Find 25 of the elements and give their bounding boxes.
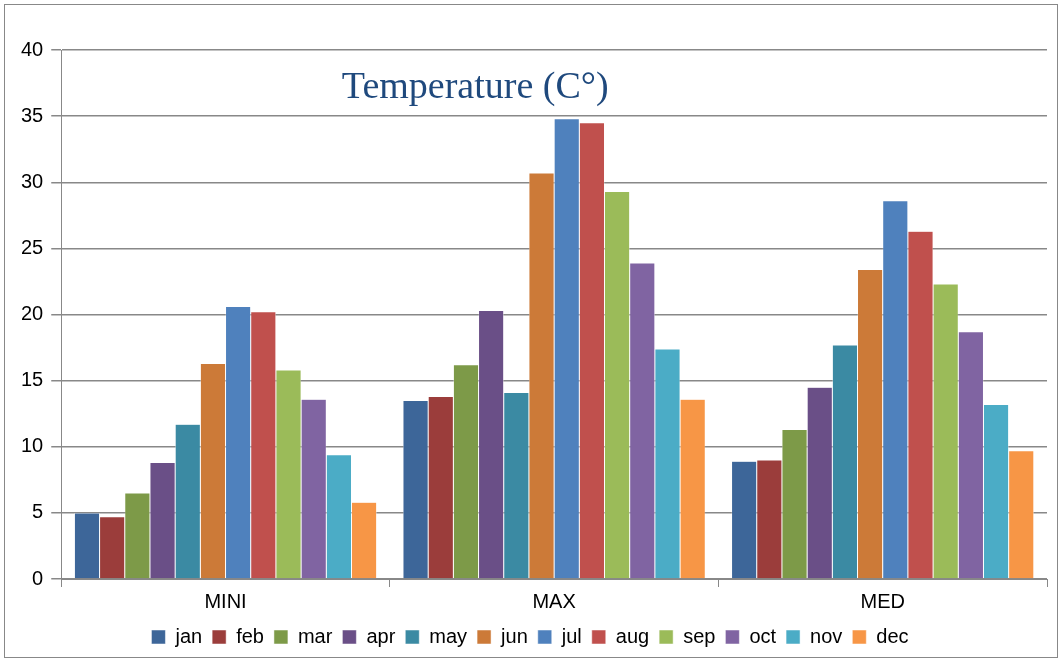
y-tick-label: 30 xyxy=(21,169,44,192)
y-tick-label: 10 xyxy=(21,434,44,457)
legend-label: mar xyxy=(297,624,333,647)
legend-label: feb xyxy=(236,624,264,647)
x-tick-label: MAX xyxy=(532,589,576,612)
legend-label: jul xyxy=(560,624,582,647)
legend-label: may xyxy=(429,624,468,647)
legend-label: apr xyxy=(366,624,396,647)
legend-label: jun xyxy=(500,624,528,647)
y-tick-label: 5 xyxy=(32,500,44,523)
x-tick-label: MINI xyxy=(204,589,247,612)
y-tick-label: 40 xyxy=(21,37,44,60)
y-tick-label: 20 xyxy=(21,302,44,325)
y-tick-label: 15 xyxy=(21,368,44,391)
legend-label: dec xyxy=(876,624,909,647)
y-tick-label: 25 xyxy=(21,235,44,258)
legend-label: sep xyxy=(683,624,716,647)
legend-label: aug xyxy=(615,624,650,647)
legend-label: oct xyxy=(749,624,777,647)
legend-label: jan xyxy=(174,624,203,647)
x-tick-label: MED xyxy=(860,589,905,612)
legend-label: nov xyxy=(810,624,843,647)
y-tick-label: 0 xyxy=(32,566,44,589)
y-tick-label: 35 xyxy=(21,103,44,126)
chart-title: Temperature (C°) xyxy=(341,63,609,107)
